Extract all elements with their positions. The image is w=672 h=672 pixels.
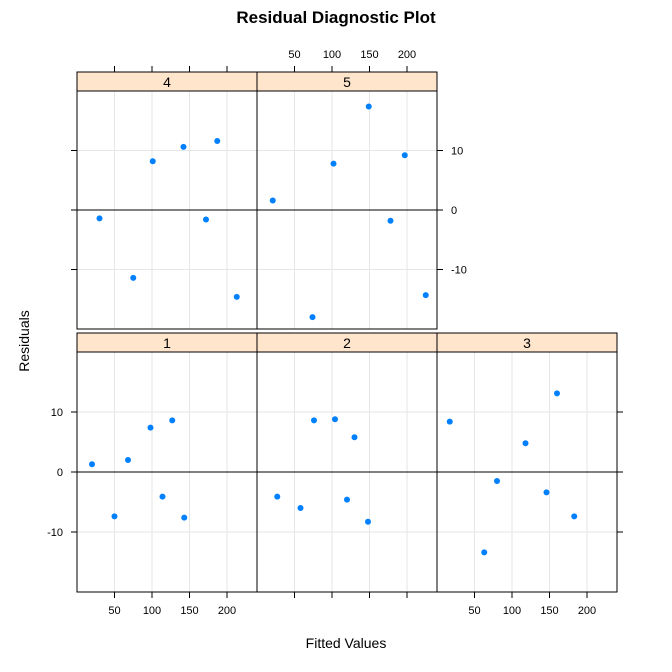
x-tick-label: 100 (323, 49, 341, 61)
panel-3: 3 50 100 150 200 (436, 332, 623, 617)
data-point (269, 197, 276, 204)
x-tick-label: 150 (180, 605, 198, 617)
y-axis-label: Residuals (16, 310, 32, 371)
panel-frame (256, 332, 438, 593)
x-axis-label: Fitted Values (306, 635, 387, 651)
data-point (365, 518, 371, 525)
data-point (274, 493, 281, 500)
panel-4: 4 (71, 66, 258, 330)
strip-label: 2 (343, 335, 351, 351)
data-point (494, 478, 500, 484)
x-tick-label: 200 (578, 605, 596, 617)
data-point (147, 424, 154, 431)
x-tick-label: 200 (218, 605, 236, 617)
data-point (387, 217, 394, 224)
data-point (309, 314, 316, 321)
y-tick-label: 10 (51, 407, 63, 419)
data-point (89, 461, 95, 468)
data-point (571, 513, 578, 520)
data-point (111, 513, 118, 520)
y-tick-label: 0 (451, 205, 457, 217)
panel-2: 2 (256, 332, 438, 598)
data-point (203, 216, 209, 223)
x-tick-label: 50 (288, 49, 300, 61)
data-point (214, 137, 221, 144)
data-point (297, 505, 304, 511)
y-tick-label: -10 (47, 527, 63, 539)
data-point (233, 293, 240, 300)
data-point (332, 416, 338, 423)
data-point (446, 418, 453, 425)
panel-5: 5 50 100 150 200 -10 0 10 (256, 49, 467, 330)
y-tick-label: 0 (57, 467, 63, 479)
data-point (181, 514, 188, 521)
data-point (125, 457, 131, 463)
data-point (543, 489, 550, 496)
data-point (130, 274, 137, 281)
data-point (422, 292, 429, 299)
x-tick-label: 150 (540, 605, 558, 617)
data-point (522, 440, 529, 447)
x-tick-label: 200 (398, 49, 416, 61)
x-tick-label: 100 (143, 605, 161, 617)
data-point (401, 152, 408, 159)
panel-frame (76, 332, 258, 593)
data-point (344, 496, 350, 503)
x-tick-label: 50 (468, 605, 480, 617)
data-point (365, 103, 372, 110)
data-point (554, 390, 560, 397)
panel-frame (76, 71, 258, 330)
strip-label: 3 (523, 335, 531, 351)
x-tick-label: 50 (108, 605, 120, 617)
data-point (330, 160, 337, 167)
x-tick-label: 150 (360, 49, 378, 61)
data-point (96, 215, 103, 222)
strip-label: 5 (343, 74, 351, 90)
data-point (180, 143, 187, 150)
data-point (159, 493, 166, 500)
y-tick-label: -10 (451, 265, 467, 277)
strip-label: 4 (163, 74, 171, 90)
data-point (311, 417, 317, 424)
panel-frame (436, 332, 618, 593)
x-tick-label: 100 (503, 605, 521, 617)
data-point (149, 158, 156, 165)
y-tick-label: 10 (451, 146, 463, 158)
data-point (481, 549, 488, 556)
data-point (169, 417, 176, 424)
panel-frame (256, 71, 438, 330)
chart-title: Residual Diagnostic Plot (236, 8, 436, 27)
data-point (351, 434, 358, 441)
strip-label: 1 (163, 335, 171, 351)
